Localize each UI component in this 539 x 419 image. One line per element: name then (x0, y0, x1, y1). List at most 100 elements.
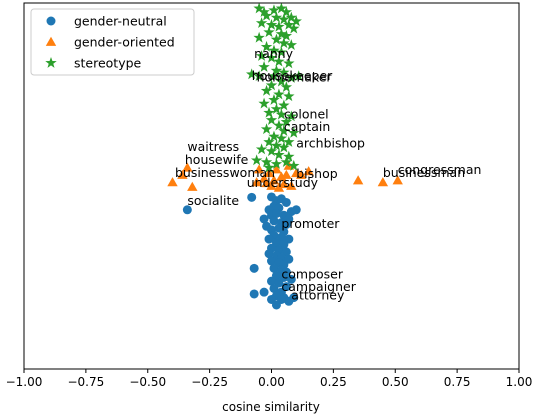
point-stereotype-27 (283, 57, 295, 69)
point-stereotype-30 (278, 66, 290, 78)
point-stereotype-33 (268, 70, 280, 82)
point-stereotype-16 (280, 29, 293, 41)
points-layer (167, 2, 403, 310)
point-gender-oriented-23 (251, 177, 262, 187)
x-tick-label-6: 0.50 (382, 375, 409, 389)
point-gender-neutral-16 (269, 216, 279, 226)
legend-marker-gender-neutral (46, 16, 56, 26)
point-stereotype-1 (258, 6, 270, 18)
point-stereotype-5 (260, 9, 273, 21)
point-stereotype-37 (280, 81, 293, 93)
point-stereotype-67 (280, 156, 293, 168)
point-stereotype-48 (265, 114, 278, 125)
point-stereotype-25 (265, 51, 278, 63)
point-stereotype-3 (275, 2, 288, 14)
point-stereotype-38 (260, 84, 273, 96)
point-stereotype-50 (273, 119, 285, 131)
point-gender-neutral-57 (284, 296, 294, 306)
point-stereotype-41 (268, 93, 280, 105)
point-stereotype-8 (285, 11, 298, 23)
point-gender-neutral-10 (291, 205, 301, 215)
point-gender-neutral-59 (271, 300, 281, 310)
x-tick-label-4: 0.00 (258, 375, 285, 389)
point-stereotype-64 (250, 154, 263, 166)
point-stereotype-18 (270, 33, 283, 45)
point-stereotype-60 (255, 143, 268, 155)
annotation-understudy: understudy (247, 175, 319, 190)
point-stereotype-69 (263, 161, 275, 173)
point-gender-oriented-8 (271, 164, 282, 174)
x-tick-label-0: −1.00 (6, 375, 43, 389)
point-stereotype-68 (288, 159, 300, 171)
point-stereotype-45 (263, 106, 275, 118)
annotation-businesswoman: businesswoman (175, 165, 275, 180)
point-stereotype-11 (273, 20, 285, 32)
point-stereotype-22 (268, 44, 280, 56)
point-stereotype-39 (273, 88, 285, 100)
annotation-promoter: promoter (281, 216, 340, 231)
point-gender-neutral-32 (264, 249, 274, 259)
x-tick-label-1: −0.75 (67, 375, 104, 389)
point-stereotype-66 (270, 158, 283, 169)
point-gender-oriented-15 (296, 169, 307, 179)
point-stereotype-4 (280, 6, 293, 18)
point-stereotype-57 (283, 136, 295, 147)
annotation-attorney: attorney (291, 287, 345, 302)
point-gender-neutral-12 (271, 208, 281, 218)
point-stereotype-9 (255, 17, 268, 28)
point-stereotype-28 (258, 61, 270, 72)
point-gender-neutral-52 (259, 287, 269, 297)
point-stereotype-51 (260, 123, 273, 135)
point-gender-oriented-17 (266, 180, 277, 190)
legend: gender-neutral gender-oriented stereotype (30, 8, 195, 76)
point-stereotype-46 (275, 108, 288, 120)
annotation-bishop: bishop (296, 166, 337, 181)
x-tick-label-3: −0.25 (191, 375, 228, 389)
point-stereotype-55 (275, 132, 288, 144)
point-gender-oriented-19 (352, 175, 364, 185)
point-stereotype-58 (270, 139, 283, 151)
annotation-housewife: housewife (185, 152, 249, 167)
annotation-homemaker: homemaker (257, 70, 333, 85)
point-stereotype-71 (293, 70, 305, 82)
point-stereotype-63 (283, 150, 295, 162)
point-gender-oriented-2 (167, 177, 178, 187)
point-gender-neutral-40 (269, 263, 279, 273)
point-gender-neutral-36 (267, 256, 276, 266)
point-stereotype-65 (260, 156, 273, 168)
point-stereotype-15 (275, 28, 288, 39)
point-stereotype-47 (285, 110, 298, 122)
point-gender-neutral-18 (281, 219, 291, 229)
point-stereotype-70 (290, 15, 302, 27)
point-stereotype-0 (253, 2, 265, 14)
legend-label-gender-oriented: gender-oriented (74, 35, 175, 50)
point-gender-neutral-15 (259, 214, 269, 224)
point-stereotype-53 (288, 126, 300, 138)
annotation-archbishop: archbishop (296, 136, 365, 151)
point-stereotype-54 (268, 130, 280, 142)
point-stereotype-21 (260, 40, 273, 52)
point-stereotype-56 (263, 136, 275, 147)
point-gender-oriented-6 (263, 167, 275, 178)
annotation-waitress: waitress (187, 139, 239, 154)
point-stereotype-62 (273, 148, 285, 160)
point-stereotype-12 (283, 18, 295, 30)
annotation-housekeeper: housekeeper (252, 68, 333, 83)
point-stereotype-26 (273, 55, 285, 67)
point-stereotype-40 (283, 90, 295, 102)
x-axis: −1.00 −0.75 −0.50 −0.25 0.00 0.25 0.50 0.75 1.00 (6, 369, 532, 389)
annotation-congressman: congressman (398, 162, 482, 177)
legend-marker-gender-oriented (45, 36, 57, 46)
point-gender-neutral-5 (281, 197, 291, 207)
point-stereotype-19 (278, 37, 290, 49)
point-gender-oriented-9 (261, 178, 272, 188)
point-gender-neutral-46 (267, 276, 276, 286)
point-stereotype-49 (280, 115, 293, 127)
point-stereotype-31 (245, 68, 258, 80)
point-stereotype-24 (255, 50, 268, 61)
point-gender-oriented-1 (177, 169, 188, 179)
legend-label-stereotype: stereotype (74, 56, 142, 71)
annotation-composer: composer (281, 266, 343, 281)
point-stereotype-7 (278, 13, 290, 25)
